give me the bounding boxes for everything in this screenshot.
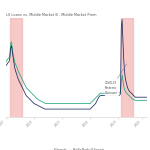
Text: COVID-19
Pandemic
Disclosure: COVID-19 Pandemic Disclosure bbox=[105, 64, 127, 94]
Text: LS Loans vs. Middle Market B - Middle Market Prem: LS Loans vs. Middle Market B - Middle Ma… bbox=[6, 13, 96, 17]
Legend: B Spreads, Middle Market B Spreads: B Spreads, Middle Market B Spreads bbox=[48, 147, 105, 150]
Bar bbox=[120, 18, 133, 117]
Bar bbox=[10, 18, 22, 117]
